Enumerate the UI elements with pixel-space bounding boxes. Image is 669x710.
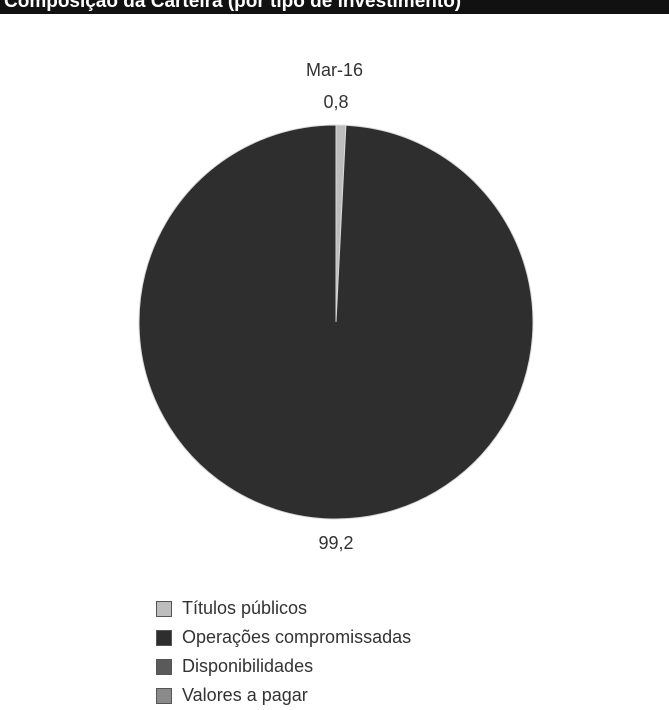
legend-swatch [156,629,172,646]
legend-swatch [156,600,172,617]
chart-title: Composição da Carteira (por tipo de inve… [4,0,462,12]
legend-swatch [156,687,172,704]
data-label: 99,2 [318,533,353,553]
chart-title-bar: Composição da Carteira (por tipo de inve… [0,0,669,14]
legend-item: Disponibilidades [156,652,411,681]
legend-label: Disponibilidades [182,656,314,676]
data-label: 0,8 [323,92,348,112]
legend-swatch [156,658,172,675]
legend-item: Valores a pagar [156,681,411,710]
legend-item: Operações compromissadas [156,623,411,652]
legend-label: Valores a pagar [182,685,308,705]
chart-subtitle: Mar-16 [305,60,363,80]
pie-slice [138,124,534,520]
legend-label: Operações compromissadas [182,627,412,647]
legend-item: Títulos públicos [156,594,411,623]
legend: Títulos públicos Operações compromissada… [156,594,411,710]
legend-label: Títulos públicos [182,598,308,618]
